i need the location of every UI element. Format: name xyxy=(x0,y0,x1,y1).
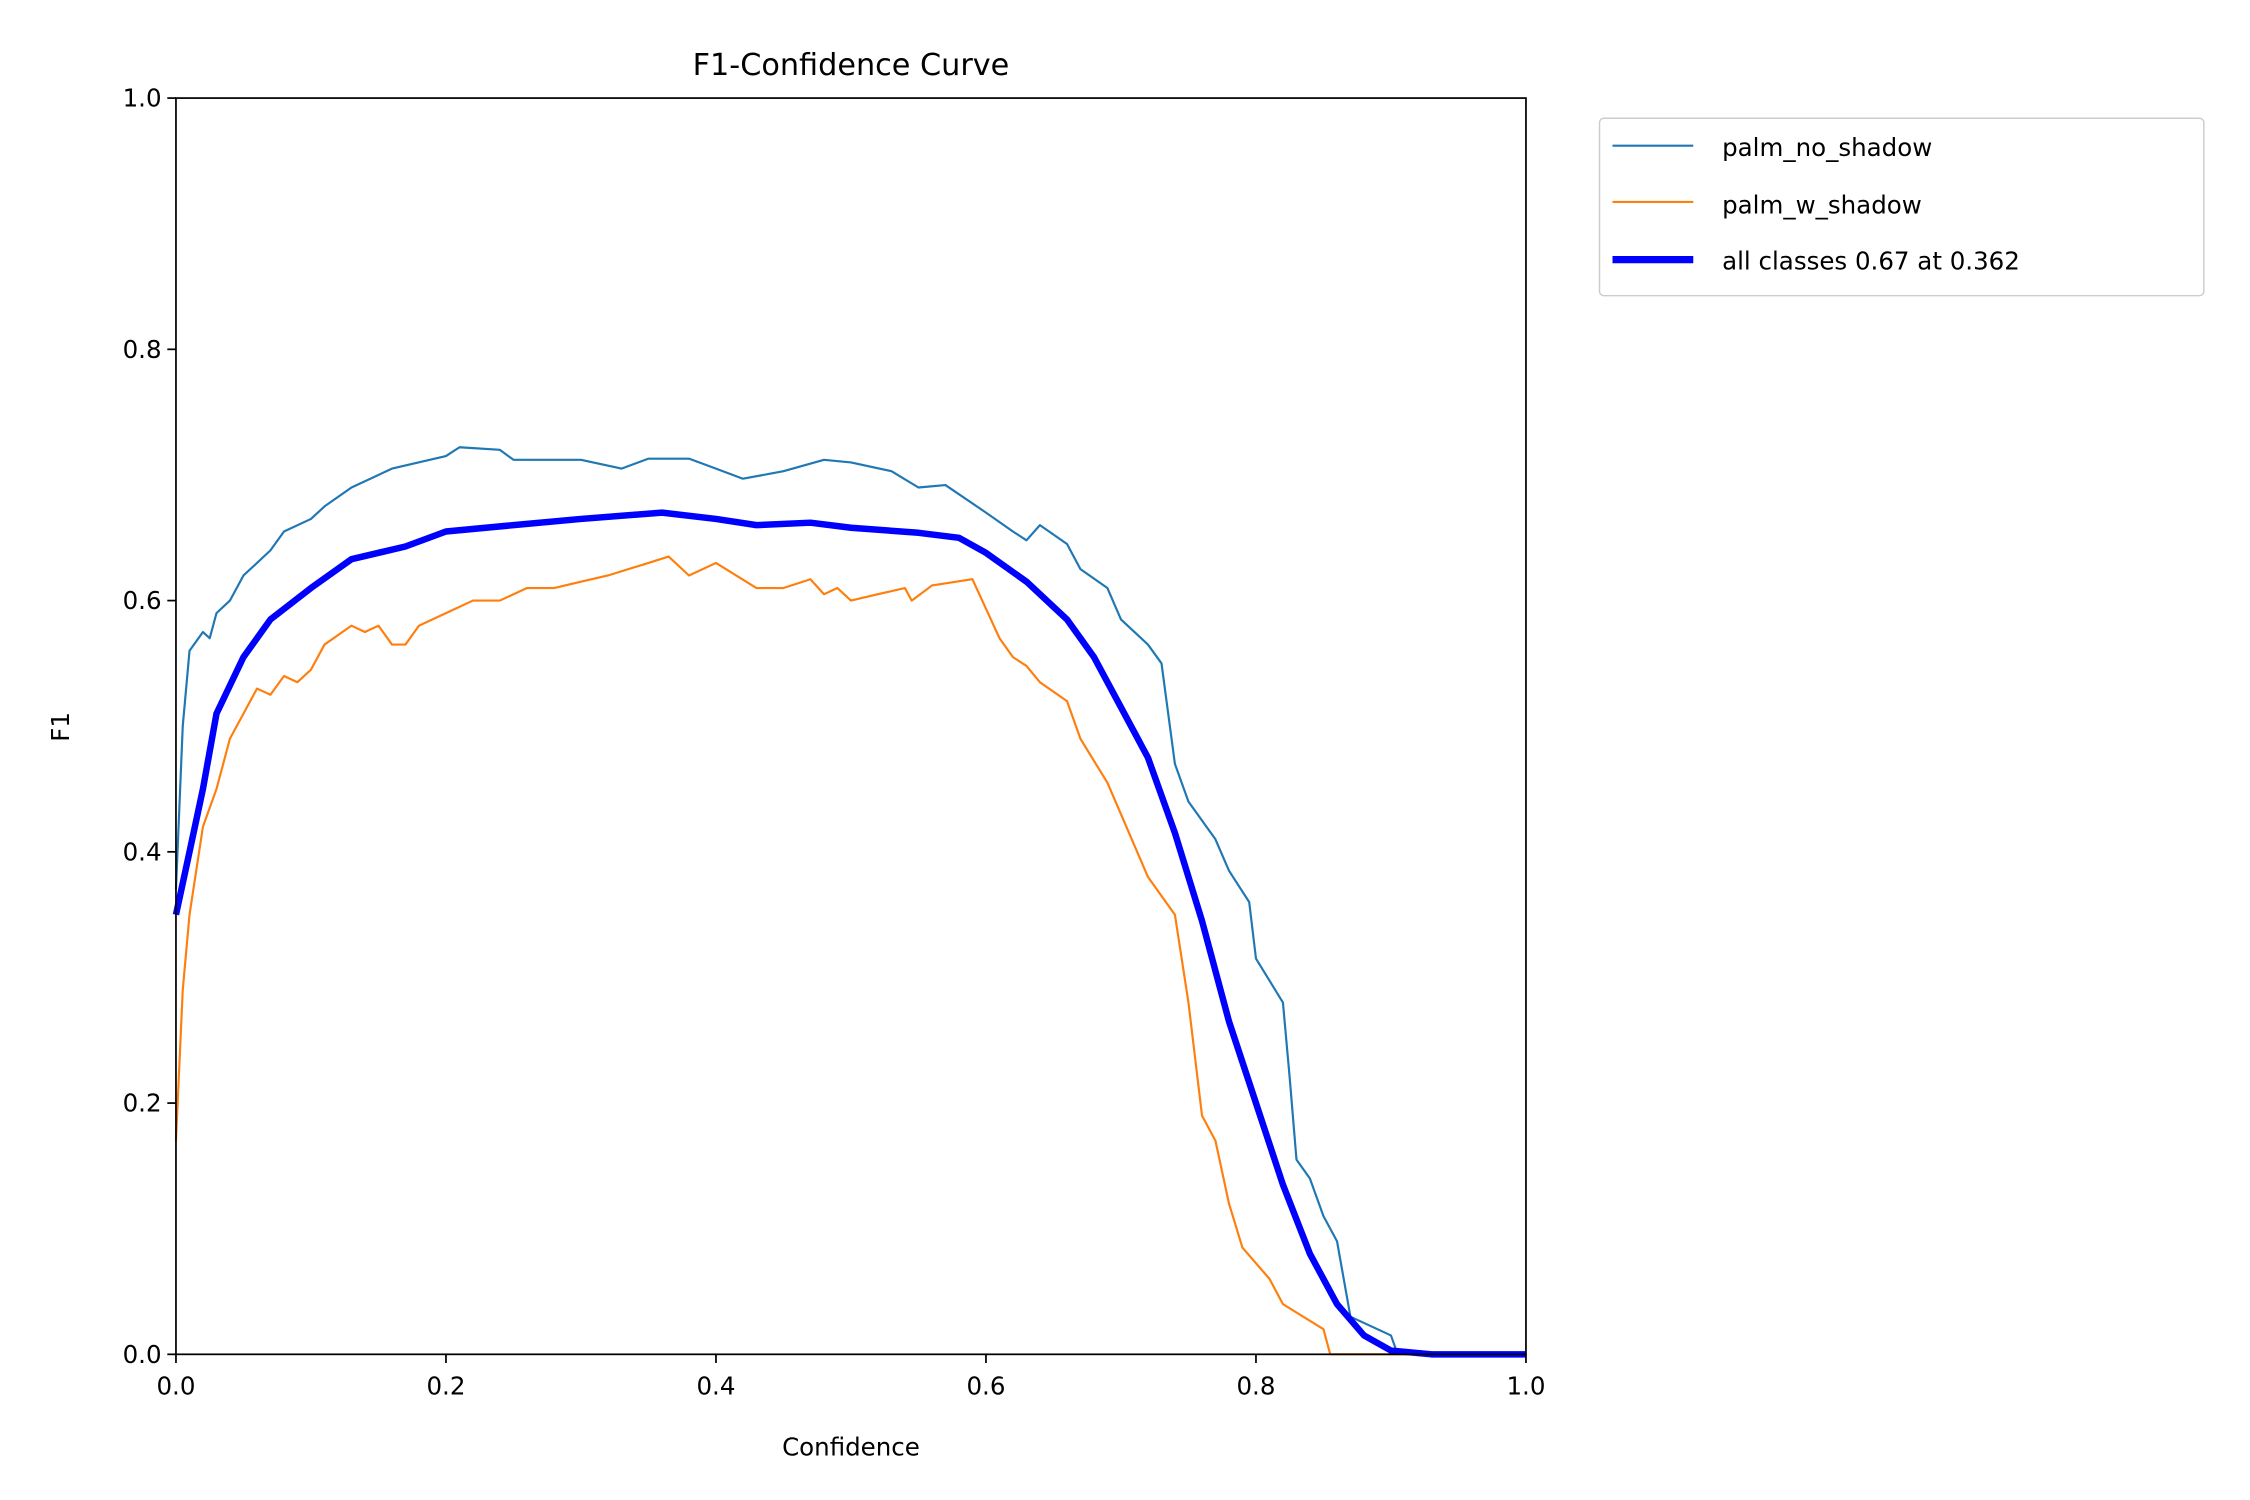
chart-title: F1-Confidence Curve xyxy=(693,48,1010,83)
y-axis: 0.0 0.2 0.4 0.6 0.8 1.0 xyxy=(123,84,176,1369)
y-tick-label: 0.2 xyxy=(123,1089,162,1118)
series-line-palm-no-shadow xyxy=(174,446,1526,1356)
series-line-palm-w-shadow xyxy=(174,555,1526,1356)
y-tick-label: 0.0 xyxy=(123,1340,162,1369)
y-axis-label: F1 xyxy=(46,712,75,742)
x-tick-label: 0.2 xyxy=(426,1372,465,1401)
y-tick-label: 0.6 xyxy=(123,586,162,615)
x-tick-label: 0.8 xyxy=(1236,1372,1275,1401)
x-axis-label: Confidence xyxy=(782,1432,920,1461)
plot-frame xyxy=(175,97,1527,1356)
y-tick-label: 1.0 xyxy=(123,84,162,113)
y-tick-label: 0.4 xyxy=(123,837,162,866)
x-tick-label: 1.0 xyxy=(1506,1372,1545,1401)
series-layer xyxy=(172,446,1526,1358)
series-line-all xyxy=(172,509,1526,1358)
legend-label-all-classes: all classes 0.67 at 0.362 xyxy=(1722,247,2020,276)
x-tick-label: 0.4 xyxy=(696,1372,735,1401)
x-axis: 0.0 0.2 0.4 0.6 0.8 1.0 xyxy=(156,1354,1545,1401)
legend: palm_no_shadow palm_w_shadow all classes… xyxy=(1598,117,2205,297)
legend-label-palm-no-shadow: palm_no_shadow xyxy=(1722,133,1932,162)
x-tick-label: 0.6 xyxy=(966,1372,1005,1401)
legend-box xyxy=(1598,117,2205,297)
x-tick-label: 0.0 xyxy=(156,1372,195,1401)
legend-label-palm-w-shadow: palm_w_shadow xyxy=(1722,190,1922,219)
y-tick-label: 0.8 xyxy=(123,335,162,364)
